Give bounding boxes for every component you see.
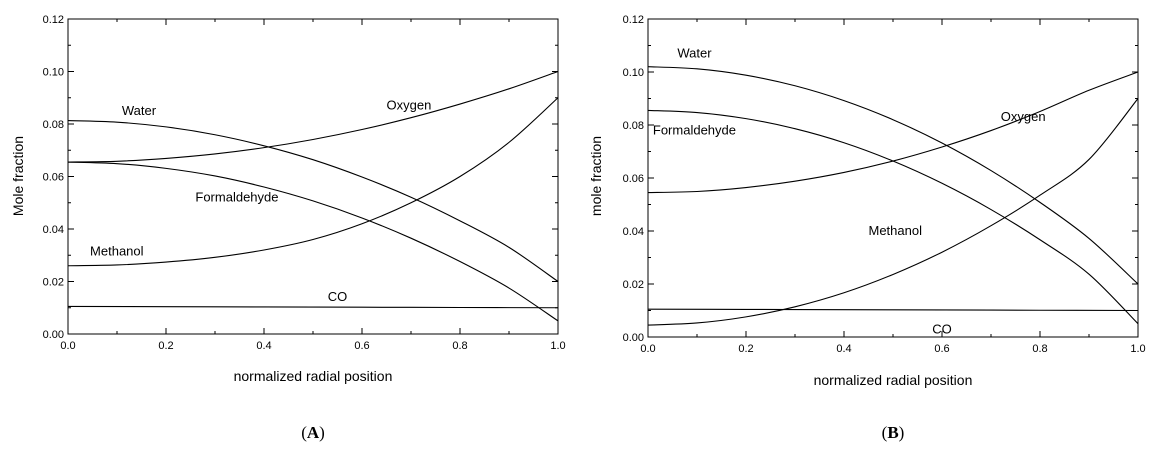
annotation-water: Water bbox=[122, 103, 157, 118]
y-tick-label: 0.02 bbox=[43, 277, 64, 289]
x-tick-label: 1.0 bbox=[550, 340, 565, 352]
y-tick-label: 0.12 bbox=[43, 14, 64, 26]
chart-panel-b: 0.000.020.040.060.080.100.12 0.0 0.2 0.4 0.… bbox=[588, 14, 1146, 442]
plot-frame-a bbox=[67, 18, 559, 335]
chart-panel-a: 0.000.020.040.060.080.100.12 0.0 0.2 0.4 0.… bbox=[10, 14, 566, 442]
annotation-methanol: Methanol bbox=[90, 243, 144, 258]
annotation-formaldehyde: Formaldehyde bbox=[195, 189, 278, 204]
y-ticks-a: 0.00 0.02 0.04 0.06 0.08 0.10 0.12 bbox=[43, 14, 558, 341]
curves-a bbox=[67, 70, 559, 322]
x-tick-label: 1.0 bbox=[1130, 343, 1145, 355]
series-line-oxygen-b bbox=[647, 71, 1139, 194]
annotation-oxygen: Oxygen bbox=[387, 98, 432, 113]
annotation-water: Water bbox=[677, 45, 712, 60]
panel-label-a: (A) bbox=[301, 423, 325, 442]
x-axis-label-b: normalized radial position bbox=[814, 372, 973, 388]
panel-letter-a: A bbox=[307, 423, 320, 442]
plot-frame-b bbox=[647, 18, 1139, 338]
panel-label-b: (B) bbox=[882, 423, 905, 442]
x-tick-label: 0.8 bbox=[1032, 343, 1047, 355]
x-tick-label: 0.6 bbox=[354, 340, 369, 352]
y-tick-label: 0.10 bbox=[623, 67, 644, 79]
y-tick-label: 0.02 bbox=[623, 279, 644, 291]
annotation-oxygen: Oxygen bbox=[1001, 109, 1046, 124]
series-line-co-b bbox=[647, 308, 1139, 312]
y-tick-label: 0.10 bbox=[43, 67, 64, 79]
y-axis-label-b: mole fraction bbox=[588, 136, 604, 216]
x-axis-label-a: normalized radial position bbox=[234, 368, 393, 384]
annotations-a: Water Oxygen Formaldehyde Methanol CO bbox=[90, 98, 431, 305]
y-ticks-b: 0.00 0.02 0.04 0.06 0.08 0.10 0.12 bbox=[623, 14, 1138, 344]
x-tick-label: 0.0 bbox=[60, 340, 75, 352]
annotation-co: CO bbox=[328, 289, 348, 304]
x-ticks-b: 0.0 0.2 0.4 0.6 0.8 1.0 bbox=[640, 19, 1146, 355]
x-tick-label: 0.4 bbox=[836, 343, 851, 355]
x-tick-label: 0.8 bbox=[452, 340, 467, 352]
annotation-methanol: Methanol bbox=[869, 223, 923, 238]
y-tick-label: 0.04 bbox=[43, 224, 64, 236]
curves-b bbox=[647, 66, 1139, 326]
x-ticks-a: 0.0 0.2 0.4 0.6 0.8 1.0 bbox=[60, 19, 566, 352]
series-line-water-b bbox=[647, 66, 1139, 285]
x-tick-label: 0.6 bbox=[934, 343, 949, 355]
series-line-oxygen-a bbox=[67, 70, 559, 163]
y-tick-label: 0.12 bbox=[623, 14, 644, 26]
x-tick-label: 0.2 bbox=[158, 340, 173, 352]
x-tick-label: 0.2 bbox=[738, 343, 753, 355]
series-line-formaldehyde-b bbox=[647, 109, 1139, 325]
series-line-water-a bbox=[67, 120, 559, 282]
x-tick-label: 0.4 bbox=[256, 340, 271, 352]
y-tick-label: 0.04 bbox=[623, 226, 644, 238]
y-axis-label-a: Mole fraction bbox=[10, 136, 26, 216]
y-tick-label: 0.06 bbox=[623, 173, 644, 185]
annotations-b: Water Formaldehyde Oxygen Methanol CO bbox=[653, 45, 1046, 336]
x-tick-label: 0.0 bbox=[640, 343, 655, 355]
series-line-formaldehyde-a bbox=[67, 161, 559, 322]
series-line-co-a bbox=[67, 305, 559, 309]
series-line-methanol-a bbox=[67, 97, 559, 267]
panel-letter-b: B bbox=[887, 423, 898, 442]
y-tick-label: 0.08 bbox=[43, 119, 64, 131]
y-tick-label: 0.00 bbox=[623, 332, 644, 344]
annotation-co: CO bbox=[932, 322, 952, 337]
y-tick-label: 0.08 bbox=[623, 120, 644, 132]
annotation-formaldehyde: Formaldehyde bbox=[653, 122, 736, 137]
y-tick-label: 0.00 bbox=[43, 329, 64, 341]
series-line-methanol-b bbox=[647, 98, 1139, 326]
y-tick-label: 0.06 bbox=[43, 172, 64, 184]
